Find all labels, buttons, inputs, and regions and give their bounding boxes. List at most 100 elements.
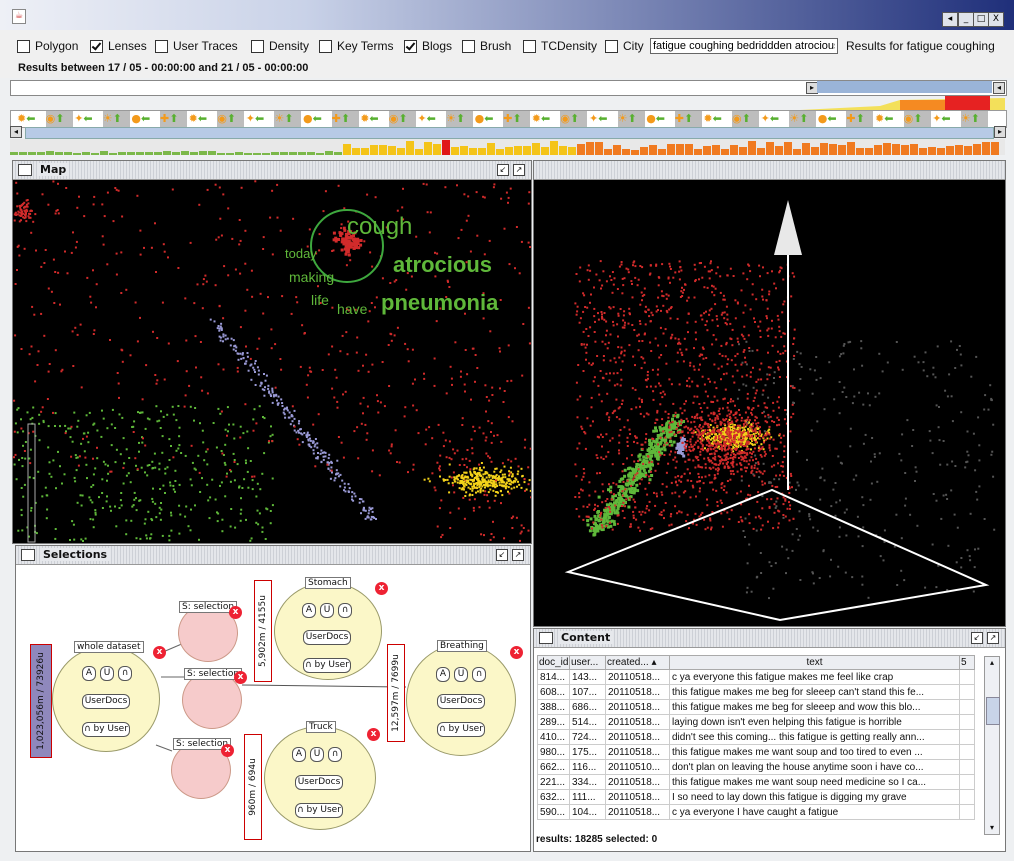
polygon-checkbox[interactable]: Polygon xyxy=(17,39,78,53)
maximize-panel-icon[interactable]: ↗ xyxy=(512,549,524,561)
timeline-bin-icon[interactable]: ●⬅ xyxy=(474,112,494,125)
checkbox-box[interactable] xyxy=(462,39,475,53)
timeline-bin-icon[interactable]: ✦⬅ xyxy=(589,112,608,125)
checkbox-box[interactable] xyxy=(404,39,417,53)
timeline-bin-icon[interactable]: ✦⬅ xyxy=(760,112,780,125)
remove-node-icon[interactable]: x xyxy=(153,646,166,659)
union-icon[interactable]: U xyxy=(100,666,114,681)
timeline-bin-icon[interactable]: ✹⬅ xyxy=(188,112,208,125)
timeline-range-slider[interactable] xyxy=(25,127,994,139)
timeline-bin-icon[interactable]: ●⬅ xyxy=(646,112,666,125)
selection-node-top[interactable] xyxy=(178,604,238,662)
intersect-icon[interactable]: ∩ xyxy=(328,747,342,762)
density-checkbox[interactable]: Density xyxy=(251,39,309,53)
table-row[interactable]: 221... 334... 20110518... this fatigue make… xyxy=(537,774,975,790)
map-zoom-slider[interactable] xyxy=(27,423,36,543)
minimize-button[interactable]: _ xyxy=(958,12,974,27)
table-row[interactable]: 410... 724... 20110518... didn't see this c… xyxy=(537,729,975,745)
union-icon[interactable]: U xyxy=(310,747,324,762)
timeline-bin-icon[interactable]: ☀⬆ xyxy=(274,111,302,127)
table-row[interactable]: 388... 686... 20110518... this fatigue make… xyxy=(537,699,975,715)
remove-node-icon[interactable]: x xyxy=(234,671,247,684)
column-header-text[interactable]: text xyxy=(669,655,960,670)
by-user-button[interactable]: ∩ by User xyxy=(303,658,351,673)
timeline-bin-icon[interactable]: ◉⬆ xyxy=(903,111,931,127)
table-row[interactable]: 632... 111... 20110518... I so need to lay … xyxy=(537,789,975,805)
timeline-bin-icon[interactable]: ◉⬆ xyxy=(560,111,588,127)
range-left-icon[interactable]: ◂ xyxy=(10,126,22,138)
lenses-checkbox[interactable]: Lenses xyxy=(90,39,147,53)
table-row[interactable]: 608... 107... 20110518... this fatigue make… xyxy=(537,684,975,700)
remove-node-icon[interactable]: x xyxy=(367,728,380,741)
scroll-thumb[interactable] xyxy=(817,81,992,93)
remove-node-icon[interactable]: x xyxy=(221,744,234,757)
intersect-icon[interactable]: ∩ xyxy=(118,666,132,681)
subset-icon[interactable]: A xyxy=(82,666,96,681)
column-header-extra[interactable]: 5 xyxy=(959,655,975,670)
close-button[interactable]: X xyxy=(988,12,1004,27)
subset-icon[interactable]: A xyxy=(292,747,306,762)
intersect-icon[interactable]: ∩ xyxy=(338,603,352,618)
timeline-bin-icon[interactable]: ✚⬆ xyxy=(160,111,187,127)
timeline-icon-strip[interactable]: ✹⬅ ◉⬆ ✦⬅ ☀⬆ ●⬅ ✚⬆ ✹⬅ ◉⬆ ✦⬅ ☀⬆ ●⬅ ✚⬆ ✹⬅ ◉⬆ ✦⬅ ☀⬆ ●⬅ ✚⬆ ✹⬅ ◉⬆… xyxy=(10,110,1007,128)
column-header-user[interactable]: user... xyxy=(569,655,606,670)
search-input[interactable] xyxy=(650,38,838,54)
timeline-bin-icon[interactable]: ✚⬆ xyxy=(674,111,702,127)
timeline-bin-icon[interactable]: ✚⬆ xyxy=(503,111,531,127)
timeline-bin-icon[interactable]: ✹⬅ xyxy=(875,112,894,125)
user-traces-checkbox[interactable]: User Traces xyxy=(155,39,238,53)
timeline-bin-icon[interactable]: ✚⬆ xyxy=(846,111,874,127)
content-table[interactable]: doc_id user... created... ▴ text 5 814..… xyxy=(537,655,975,820)
checkbox-box[interactable] xyxy=(17,39,30,53)
userdocs-button[interactable]: UserDocs xyxy=(303,630,351,645)
undock-icon[interactable]: ↙ xyxy=(971,632,983,644)
undock-icon[interactable]: ↙ xyxy=(496,549,508,561)
timeline-bin-icon[interactable]: ●⬅ xyxy=(817,112,837,125)
scroll-down-icon[interactable]: ▾ xyxy=(989,823,994,832)
timeline-bin-icon[interactable]: ☀⬆ xyxy=(102,111,130,127)
scroll-right-icon[interactable]: ▸ xyxy=(806,82,818,94)
table-row[interactable]: 980... 175... 20110518... this fatigue make… xyxy=(537,744,975,760)
checkbox-box[interactable] xyxy=(251,39,264,53)
scroll-left-icon[interactable]: ◂ xyxy=(993,82,1005,94)
subset-icon[interactable]: A xyxy=(436,667,450,682)
checkbox-box[interactable] xyxy=(523,39,536,53)
table-row[interactable]: 590... 104... 20110518... c ya everyone I h… xyxy=(537,804,975,820)
by-user-button[interactable]: ∩ by User xyxy=(437,722,485,737)
timeline-bin-icon[interactable]: ◉⬆ xyxy=(45,111,73,127)
timeline-bin-icon[interactable]: ●⬅ xyxy=(131,112,151,125)
city-checkbox[interactable]: City xyxy=(605,39,644,53)
selection-node-middle[interactable] xyxy=(182,671,242,729)
checkbox-box[interactable] xyxy=(605,39,618,53)
timeline-bin-icon[interactable]: ✹⬅ xyxy=(531,112,551,125)
timeline-bin-icon[interactable]: ☀⬆ xyxy=(960,111,988,127)
timeline-bin-icon[interactable]: ✹⬅ xyxy=(360,112,379,125)
union-icon[interactable]: U xyxy=(454,667,468,682)
timeline-bin-icon[interactable]: ✦⬅ xyxy=(932,112,951,125)
subset-icon[interactable]: A xyxy=(302,603,316,618)
space-time-cube[interactable] xyxy=(534,180,1005,626)
timeline-scrollbar[interactable]: ▸ ◂ xyxy=(10,80,1007,96)
timeline-bin-icon[interactable]: ◉⬆ xyxy=(732,111,759,127)
by-user-button[interactable]: ∩ by User xyxy=(82,722,130,737)
map-panel[interactable]: Map ↙ ↗ cough atrocious today making lif… xyxy=(12,160,532,544)
checkbox-box[interactable] xyxy=(90,39,103,53)
timeline-bin-icon[interactable]: ✹⬅ xyxy=(703,112,722,125)
map-canvas[interactable] xyxy=(13,180,531,543)
timeline-bin-icon[interactable]: ✦⬅ xyxy=(74,112,93,125)
table-row[interactable]: 289... 514... 20110518... laying down isn't… xyxy=(537,714,975,730)
table-row[interactable]: 814... 143... 20110518... c ya everyone thi… xyxy=(537,669,975,685)
table-row[interactable]: 662... 116... 20110510... don't plan on lea… xyxy=(537,759,975,775)
userdocs-button[interactable]: UserDocs xyxy=(295,775,343,790)
remove-node-icon[interactable]: x xyxy=(510,646,523,659)
checkbox-box[interactable] xyxy=(155,39,168,53)
timeline-bin-icon[interactable]: ✦⬅ xyxy=(417,112,436,125)
timeline-bin-icon[interactable]: ✹⬅ xyxy=(17,112,36,125)
selections-panel[interactable]: Selections ↙ ↗ 1,023,056m / 73926u whole… xyxy=(15,545,531,852)
undock-icon[interactable]: ↙ xyxy=(497,164,509,176)
tcdensity-checkbox[interactable]: TCDensity xyxy=(523,39,597,53)
maximize-button[interactable]: □ xyxy=(973,12,989,27)
restore-button[interactable]: ◂ xyxy=(942,12,958,27)
cube-view-panel[interactable] xyxy=(533,160,1006,627)
maximize-panel-icon[interactable]: ↗ xyxy=(987,632,999,644)
